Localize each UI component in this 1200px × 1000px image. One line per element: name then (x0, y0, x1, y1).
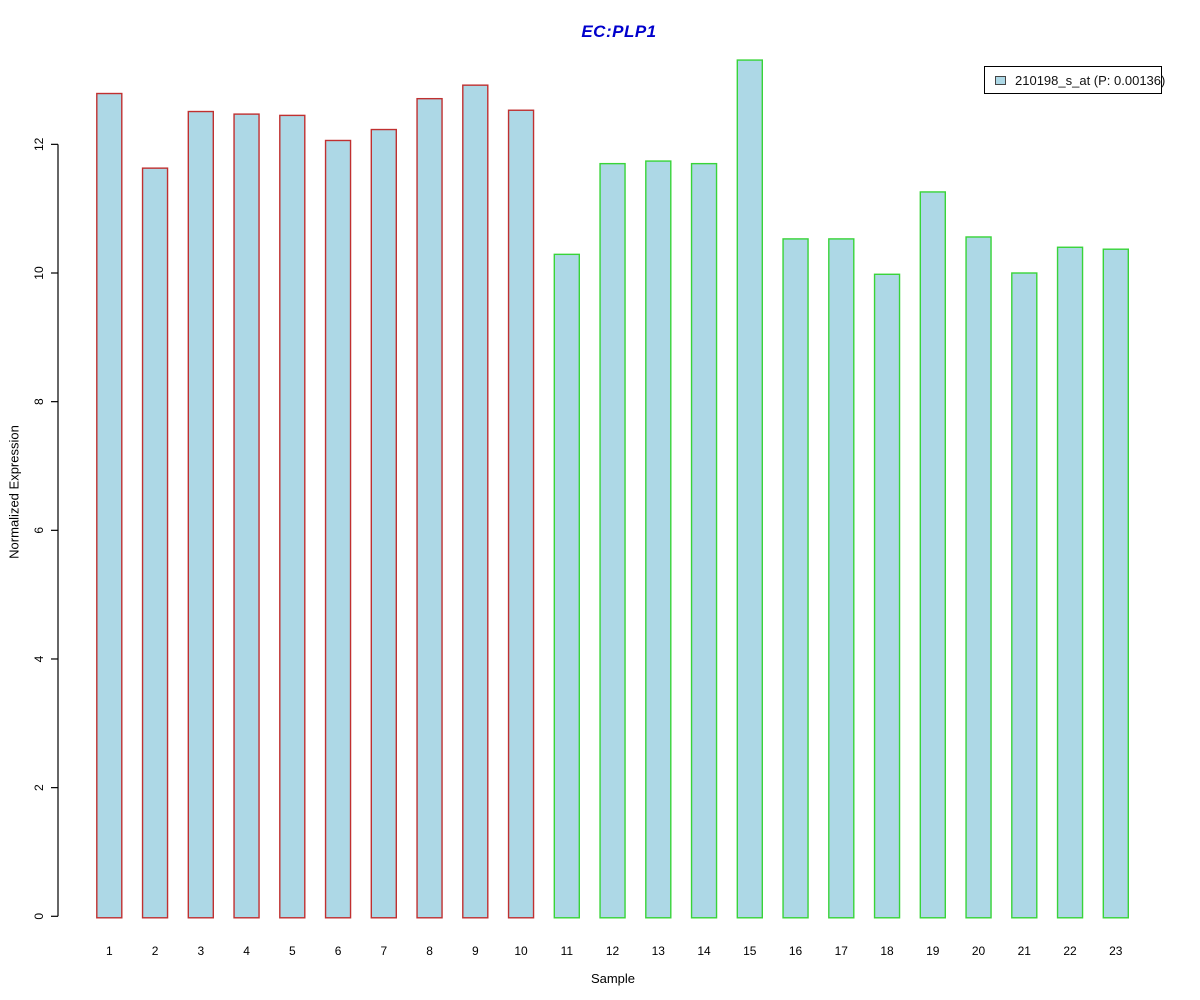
x-tick-label: 6 (335, 944, 342, 958)
x-tick-label: 9 (472, 944, 479, 958)
x-tick-label: 21 (1018, 944, 1032, 958)
x-tick-label: 3 (197, 944, 204, 958)
bar (1056, 246, 1084, 919)
x-tick-label: 11 (561, 944, 574, 958)
x-axis-title: Sample (590, 971, 636, 986)
y-tick-label: 6 (32, 527, 46, 534)
y-tick-label: 2 (32, 784, 46, 791)
bar (187, 110, 215, 919)
x-tick-label: 15 (743, 944, 757, 958)
bar (370, 128, 397, 919)
bar (873, 273, 901, 919)
x-tick-label: 18 (880, 944, 894, 958)
bar (645, 160, 672, 919)
bar (919, 191, 946, 919)
bar (828, 238, 855, 919)
bar (324, 139, 352, 919)
x-tick-label: 16 (789, 944, 803, 958)
x-tick-label: 4 (243, 944, 250, 958)
x-tick-label: 23 (1109, 944, 1123, 958)
x-tick-label: 1 (106, 944, 113, 958)
bar (965, 236, 992, 919)
x-tick-label: 10 (514, 944, 528, 958)
bar (1011, 272, 1038, 919)
x-tick-label: 19 (926, 944, 940, 958)
legend-label: 210198_s_at (P: 0.00136) (1015, 72, 1166, 88)
bar (690, 162, 718, 919)
x-tick-label: 22 (1063, 944, 1077, 958)
bar (96, 92, 123, 919)
y-tick-label: 12 (32, 137, 46, 151)
x-tick-label: 14 (697, 944, 711, 958)
y-tick-label: 0 (32, 913, 46, 920)
x-tick-label: 5 (289, 944, 296, 958)
bar (141, 167, 169, 919)
chart-title: EC:PLP1 (581, 22, 657, 41)
bar (782, 238, 809, 919)
bar (599, 162, 626, 919)
y-tick-label: 8 (32, 398, 46, 405)
x-tick-label: 17 (835, 944, 849, 958)
bar (507, 109, 535, 919)
x-tick-label: 20 (972, 944, 986, 958)
bar (553, 253, 580, 919)
bar (462, 84, 489, 919)
y-tick-label: 4 (32, 655, 46, 662)
bar (736, 59, 763, 919)
bar (279, 114, 306, 919)
x-tick-label: 13 (652, 944, 666, 958)
legend-swatch-icon (995, 75, 1006, 85)
bar (1102, 248, 1130, 919)
y-tick-label: 10 (32, 266, 46, 280)
x-tick-label: 7 (380, 944, 387, 958)
x-tick-label: 8 (426, 944, 433, 958)
bar (233, 113, 260, 919)
legend: 210198_s_at (P: 0.00136) (984, 66, 1166, 94)
bar (416, 97, 443, 919)
x-tick-label: 12 (606, 944, 620, 958)
x-tick-label: 2 (152, 944, 159, 958)
y-axis-title: Normalized Expression (6, 425, 22, 559)
